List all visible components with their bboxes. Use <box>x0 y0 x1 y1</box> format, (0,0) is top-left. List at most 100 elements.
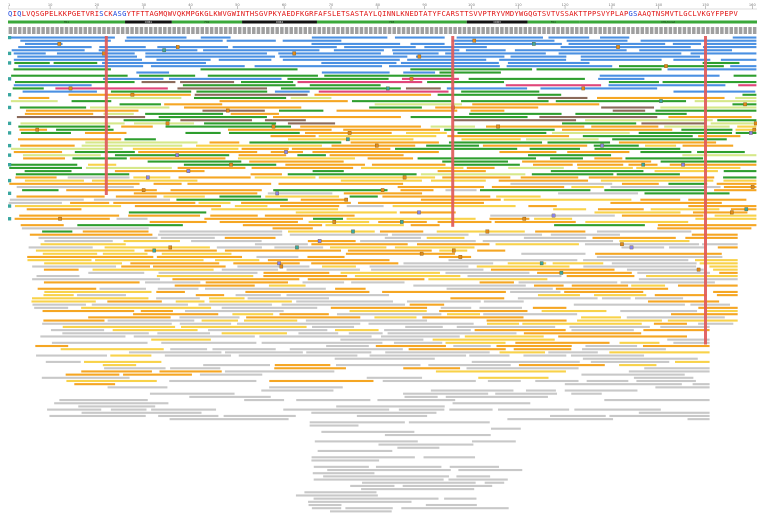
peptide-bar <box>497 408 570 411</box>
peptide-bar <box>478 376 549 379</box>
region-segment <box>8 20 126 24</box>
residue-letter: Y <box>432 9 437 18</box>
peptide-bar <box>177 166 246 169</box>
peptide-bar <box>673 58 711 61</box>
coverage-cell <box>472 27 476 34</box>
peptide-bar <box>505 84 602 87</box>
peptide-bar <box>42 309 135 313</box>
coverage-cell <box>659 27 663 34</box>
peptide-bar <box>333 49 384 52</box>
residue-letter: P <box>623 9 629 18</box>
peptide-bar <box>283 408 390 411</box>
residue-letter: S <box>541 9 547 18</box>
peptide-bar <box>65 373 120 376</box>
peptide-bar <box>585 220 689 224</box>
region-label: CDR3 <box>494 20 502 24</box>
peptide-bar <box>287 173 417 176</box>
modification-marker <box>743 102 747 107</box>
residue-letter: G <box>628 9 634 18</box>
coverage-cell <box>682 27 687 34</box>
peptide-bar <box>136 71 170 74</box>
residue-letter: S <box>345 9 351 18</box>
peptide-bar <box>36 354 107 357</box>
peptide-bar <box>88 271 145 274</box>
residue-letter: P <box>719 9 725 18</box>
residue-letter: K <box>300 9 305 18</box>
peptide-bar <box>224 370 335 373</box>
peptide-bar <box>507 262 547 265</box>
residue-letter: G <box>532 9 538 18</box>
peptide-bar <box>95 259 204 262</box>
peptide-bar <box>194 93 308 96</box>
residue-letter: A <box>318 9 323 18</box>
peptide-bar <box>415 55 505 58</box>
peptide-bar <box>85 141 198 144</box>
peptide-bar <box>115 195 157 198</box>
peptide-bar <box>200 36 231 39</box>
residue-letter: E <box>336 9 342 18</box>
peptide-bar <box>619 240 690 243</box>
peptide-bar <box>349 309 427 313</box>
peptide-bar <box>575 112 687 115</box>
peptide-bar <box>59 399 148 402</box>
peptide-bar <box>40 243 126 246</box>
peptide-bar <box>510 290 561 293</box>
ruler-tick-label: 80 <box>376 3 381 7</box>
peptide-bar <box>54 402 169 405</box>
peptide-bar <box>435 370 566 373</box>
residue-letter: T <box>464 9 469 18</box>
coverage-cell <box>214 27 219 34</box>
peptide-bar <box>410 68 533 71</box>
peptide-bar <box>644 192 730 195</box>
region-label: FR3 <box>389 20 394 24</box>
ruler-tick-label: 10 <box>48 3 53 7</box>
residue-letter: E <box>409 9 415 18</box>
peptide-bar <box>642 344 710 348</box>
peptide-bar <box>254 65 383 68</box>
residue-letter: K <box>400 9 405 18</box>
peptide-bar <box>189 395 271 398</box>
peptide-bar <box>10 147 123 150</box>
peptide-bar <box>436 230 525 233</box>
peptide-bar <box>98 49 198 52</box>
modification-marker <box>696 267 701 272</box>
modification-marker <box>659 99 663 103</box>
coverage-cell <box>738 27 743 34</box>
peptide-bar <box>374 316 417 319</box>
coverage-cell <box>331 27 336 34</box>
peptide-bar <box>141 81 176 84</box>
peptide-bar <box>208 297 245 300</box>
peptide-bar <box>209 141 240 144</box>
peptide-bar <box>204 217 304 220</box>
coverage-cell <box>752 27 757 34</box>
peptide-bar <box>149 220 207 224</box>
peptide-bar <box>618 141 717 144</box>
peptide-bar <box>199 373 263 376</box>
peptide-bar <box>256 255 299 259</box>
peptide-bar <box>311 411 437 414</box>
peptide-bar <box>375 465 442 468</box>
coverage-cell <box>289 27 293 34</box>
peptide-bar <box>215 259 260 262</box>
coverage-cell <box>589 27 593 34</box>
coverage-cell <box>640 27 645 34</box>
peptide-bar <box>321 430 415 433</box>
modification-marker <box>165 121 170 126</box>
peptide-bar <box>249 141 342 144</box>
peptide-bar <box>181 325 307 328</box>
peptide-bar <box>160 236 215 239</box>
peptide-bar <box>312 325 355 328</box>
peptide-bar <box>664 125 730 128</box>
peptide-bar <box>37 287 97 290</box>
modification-marker <box>284 150 288 154</box>
peptide-bar <box>145 112 224 115</box>
peptide-bar <box>583 259 689 262</box>
residue-letter: G <box>258 9 264 18</box>
coverage-cell <box>8 27 13 34</box>
peptide-bar <box>534 217 573 220</box>
peptide-bar <box>202 109 265 112</box>
peptide-bar <box>357 201 484 204</box>
peptide-bar <box>608 84 726 87</box>
peptide-bar <box>723 179 757 182</box>
peptide-bar <box>596 255 723 259</box>
